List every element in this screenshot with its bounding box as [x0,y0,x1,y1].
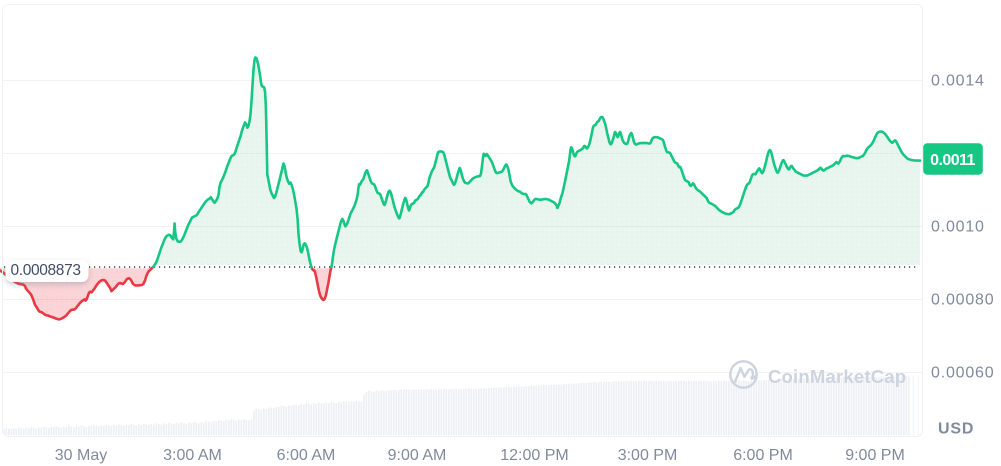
svg-text:0.0008873: 0.0008873 [11,262,81,279]
svg-text:0.00080: 0.00080 [931,292,994,309]
svg-text:0.00060: 0.00060 [931,365,994,382]
svg-text:9:00 AM: 9:00 AM [388,447,447,464]
svg-text:USD: USD [938,421,974,438]
svg-text:12:00 PM: 12:00 PM [500,447,568,464]
svg-text:0.0010: 0.0010 [931,219,985,236]
svg-text:0.0011: 0.0011 [930,152,975,169]
svg-text:6:00 AM: 6:00 AM [277,447,336,464]
svg-text:9:00 PM: 9:00 PM [845,447,905,464]
svg-text:0.0014: 0.0014 [931,73,985,90]
svg-text:30 May: 30 May [55,447,107,464]
svg-text:6:00 PM: 6:00 PM [733,447,793,464]
svg-text:3:00 AM: 3:00 AM [163,447,222,464]
svg-text:3:00 PM: 3:00 PM [618,447,678,464]
svg-text:CoinMarketCap: CoinMarketCap [768,366,906,387]
